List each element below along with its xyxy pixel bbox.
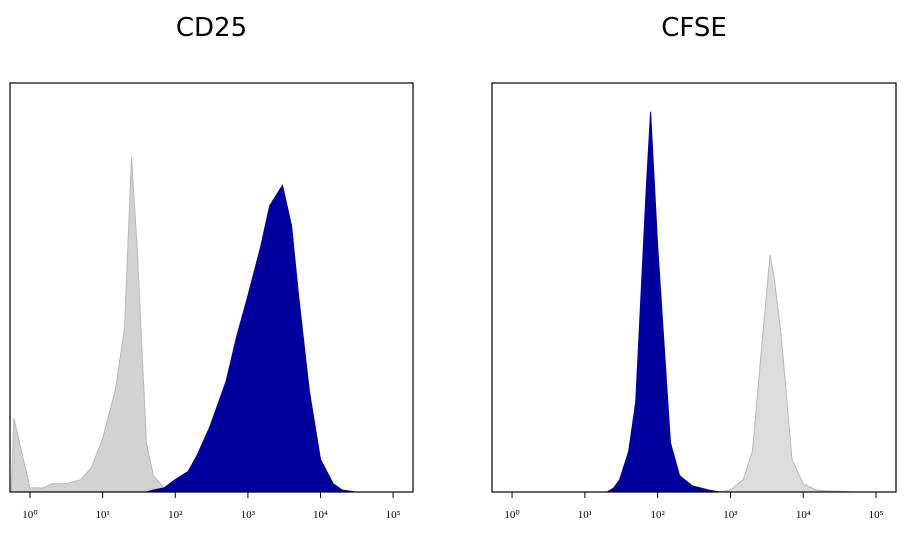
- plot-frame: [491, 82, 897, 493]
- x-tick-label: 10¹: [95, 509, 109, 521]
- x-tick-label: 10⁰: [504, 509, 520, 521]
- x-tick-label: 10⁴: [313, 509, 328, 521]
- x-tick-label: 10³: [723, 509, 738, 521]
- x-tick-label: 10⁴: [796, 509, 811, 521]
- x-tick-label: 10²: [651, 509, 666, 521]
- histogram-area: [495, 111, 895, 493]
- x-tick-label: 10⁰: [22, 509, 38, 521]
- chart-title: CFSE: [661, 13, 727, 43]
- x-tick-label: 10⁵: [386, 509, 401, 521]
- histogram-area: [495, 254, 895, 493]
- x-tick-label: 10³: [241, 509, 256, 521]
- x-tick-label: 10⁵: [869, 509, 884, 521]
- plot-frame: [9, 82, 414, 493]
- chart-title: CD25: [176, 13, 247, 43]
- x-tick-label: 10¹: [578, 509, 592, 521]
- histogram-area: [11, 184, 412, 493]
- x-tick-label: 10²: [168, 509, 183, 521]
